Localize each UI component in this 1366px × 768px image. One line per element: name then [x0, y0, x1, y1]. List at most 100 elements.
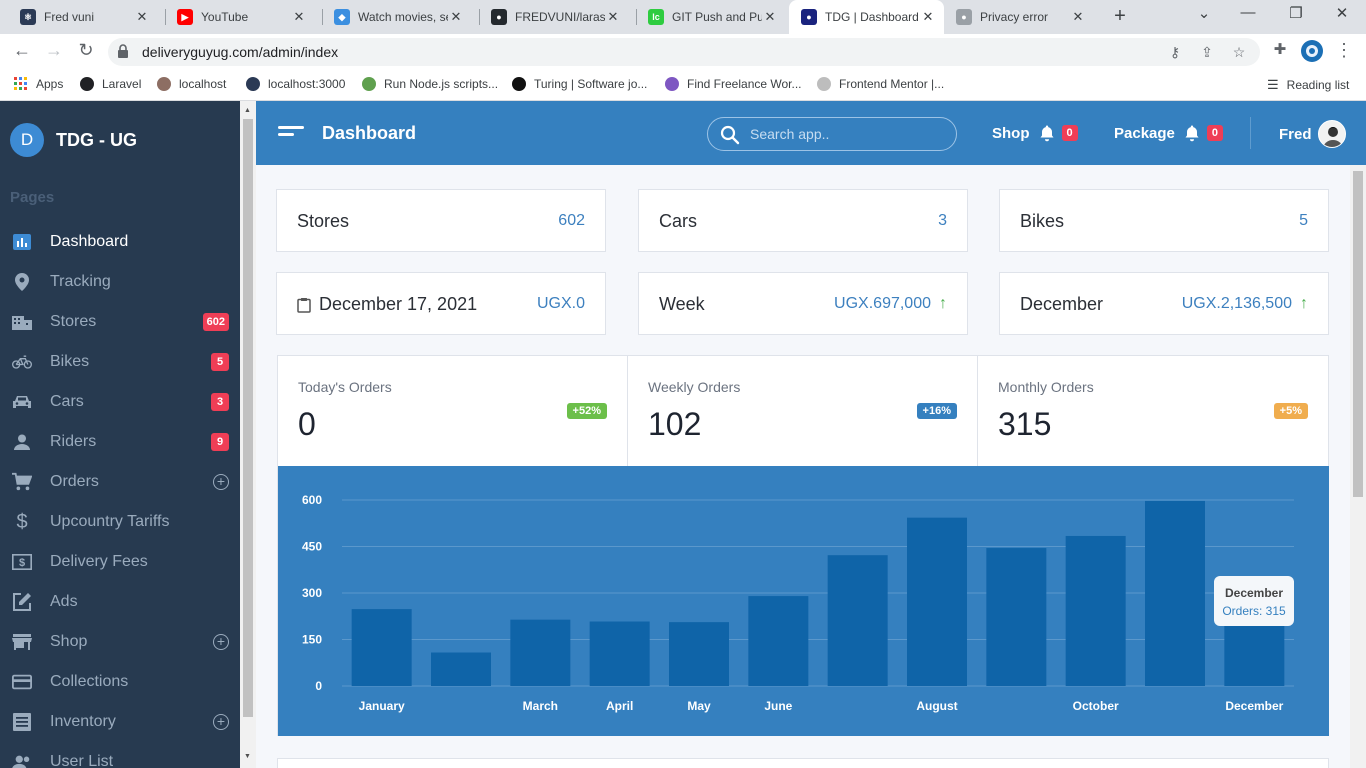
- share-icon[interactable]: ⇪: [1201, 44, 1213, 60]
- bookmark-label: localhost: [179, 77, 227, 91]
- bookmark-item[interactable]: Turing | Software jo...: [512, 77, 647, 91]
- stat-value: 602: [558, 212, 585, 229]
- sidebar-item-label: Ads: [50, 593, 78, 610]
- sidebar-item-delivery-fees[interactable]: $ Delivery Fees: [0, 542, 240, 582]
- bookmark-item[interactable]: Frontend Mentor |...: [817, 77, 944, 91]
- sidebar-item-inventory[interactable]: Inventory +: [0, 702, 240, 742]
- reload-icon[interactable]: ↻: [78, 40, 94, 60]
- arrow-up-icon: ↑: [939, 295, 947, 312]
- reading-list[interactable]: ☰ Reading list: [1267, 77, 1350, 92]
- sidebar-item-orders[interactable]: Orders +: [0, 462, 240, 502]
- page-scrollbar[interactable]: [1350, 165, 1366, 768]
- orders-value: 0: [298, 406, 316, 442]
- week-revenue-card[interactable]: Week UGX.697,000 ↑: [638, 272, 968, 335]
- expand-plus-icon[interactable]: +: [213, 714, 229, 730]
- scroll-up-icon[interactable]: ▲: [244, 107, 251, 114]
- y-tick-label: 450: [302, 540, 322, 554]
- sidebar-item-riders[interactable]: Riders 9: [0, 422, 240, 462]
- sidebar-item-stores[interactable]: Stores 602: [0, 302, 240, 342]
- bar-february[interactable]: [431, 652, 491, 686]
- browser-tab[interactable]: ⚛ Fred vuni ✕: [8, 0, 158, 34]
- close-tab-icon[interactable]: ✕: [922, 9, 934, 24]
- expand-plus-icon[interactable]: +: [213, 634, 229, 650]
- sidebar-item-bikes[interactable]: Bikes 5: [0, 342, 240, 382]
- bar-may[interactable]: [669, 622, 729, 686]
- stores-stat-card[interactable]: Stores 602: [276, 189, 606, 252]
- bar-november[interactable]: [1145, 500, 1205, 686]
- month-revenue-card[interactable]: December UGX.2,136,500 ↑: [999, 272, 1329, 335]
- close-tab-icon[interactable]: ✕: [764, 9, 776, 24]
- new-tab-icon[interactable]: +: [1114, 5, 1126, 27]
- maximize-icon[interactable]: ❐: [1289, 5, 1303, 22]
- bar-june[interactable]: [748, 596, 809, 686]
- package-notifications[interactable]: Package 0: [1114, 124, 1224, 142]
- back-arrow-icon[interactable]: ←: [13, 40, 31, 60]
- bookmark-item[interactable]: localhost: [157, 77, 226, 91]
- close-tab-icon[interactable]: ✕: [293, 9, 305, 24]
- close-window-icon[interactable]: ✕: [1335, 5, 1349, 22]
- search-input[interactable]: [750, 124, 940, 144]
- close-tab-icon[interactable]: ✕: [1072, 9, 1084, 24]
- cars-stat-card[interactable]: Cars 3: [638, 189, 968, 252]
- forward-arrow-icon[interactable]: →: [45, 40, 63, 60]
- bar-august[interactable]: [907, 517, 967, 686]
- bookmark-item[interactable]: Run Node.js scripts...: [362, 77, 498, 91]
- sidebar-scrollbar[interactable]: ▲ ▼: [240, 101, 256, 768]
- person-icon: [12, 432, 32, 452]
- bar-january[interactable]: [351, 609, 412, 686]
- bar-april[interactable]: [589, 621, 650, 686]
- sidebar-item-upcountry-tariffs[interactable]: $ Upcountry Tariffs: [0, 502, 240, 542]
- browser-tab[interactable]: ● TDG | Dashboard ✕: [789, 0, 944, 34]
- dollar-icon: $: [16, 510, 28, 533]
- bikes-stat-card[interactable]: Bikes 5: [999, 189, 1329, 252]
- sidebar-item-user-list[interactable]: User List: [0, 742, 240, 768]
- menu-toggle-icon[interactable]: [278, 126, 304, 140]
- sidebar-item-tracking[interactable]: Tracking: [0, 262, 240, 302]
- sidebar-item-cars[interactable]: Cars 3: [0, 382, 240, 422]
- sidebar-item-label: Dashboard: [50, 233, 129, 250]
- close-tab-icon[interactable]: ✕: [136, 9, 148, 24]
- sidebar-item-ads[interactable]: Ads: [0, 582, 240, 622]
- bar-march[interactable]: [510, 619, 571, 686]
- url-field[interactable]: deliveryguyug.com/admin/index ⚷ ⇪ ☆: [108, 38, 1260, 66]
- bar-october[interactable]: [1065, 535, 1126, 686]
- bookmark-item[interactable]: Laravel: [80, 77, 141, 91]
- extensions-icon[interactable]: ✚: [1273, 41, 1287, 58]
- bookmark-item[interactable]: localhost:3000: [246, 77, 345, 91]
- count-badge: 602: [202, 313, 229, 331]
- brand[interactable]: D TDG - UG: [10, 123, 137, 157]
- close-tab-icon[interactable]: ✕: [607, 9, 619, 24]
- search-box[interactable]: [707, 117, 957, 151]
- bar-july[interactable]: [827, 555, 888, 686]
- bookmark-label: Apps: [36, 77, 64, 91]
- browser-tab[interactable]: ● FREDVUNI/larast ✕: [479, 0, 629, 34]
- sidebar-item-collections[interactable]: Collections: [0, 662, 240, 702]
- bookmark-item[interactable]: Find Freelance Wor...: [665, 77, 802, 91]
- user-menu[interactable]: Fred: [1279, 120, 1346, 148]
- close-tab-icon[interactable]: ✕: [450, 9, 462, 24]
- bar-chart-icon: [12, 232, 32, 252]
- page-scroll-thumb[interactable]: [1353, 171, 1363, 497]
- key-icon[interactable]: ⚷: [1169, 44, 1181, 60]
- star-icon[interactable]: ☆: [1232, 44, 1246, 60]
- bar-september[interactable]: [986, 548, 1047, 686]
- browser-tab[interactable]: lc GIT Push and Pul ✕: [636, 0, 786, 34]
- menu-kebab-icon[interactable]: ⋮: [1335, 40, 1353, 60]
- sidebar-item-shop[interactable]: Shop +: [0, 622, 240, 662]
- orders-value: 315: [998, 406, 1052, 442]
- profile-avatar[interactable]: [1300, 40, 1324, 67]
- sidebar-item-dashboard[interactable]: Dashboard: [0, 222, 240, 262]
- minimize-icon[interactable]: —: [1240, 4, 1256, 21]
- chevron-down-icon[interactable]: ⌄: [1197, 5, 1211, 22]
- bookmark-item[interactable]: Apps: [14, 77, 63, 91]
- browser-tab[interactable]: ● Privacy error ✕: [944, 0, 1094, 34]
- today-revenue-card[interactable]: December 17, 2021 UGX.0: [276, 272, 606, 335]
- expand-plus-icon[interactable]: +: [213, 474, 229, 490]
- browser-tab[interactable]: ◆ Watch movies, se ✕: [322, 0, 472, 34]
- tab-separator: [165, 9, 166, 25]
- package-label: Package: [1114, 124, 1175, 142]
- shop-notifications[interactable]: Shop 0: [992, 124, 1078, 142]
- browser-tab[interactable]: ▶ YouTube ✕: [165, 0, 315, 34]
- sidebar-scroll-thumb[interactable]: [243, 119, 253, 717]
- scroll-down-icon[interactable]: ▼: [244, 753, 251, 760]
